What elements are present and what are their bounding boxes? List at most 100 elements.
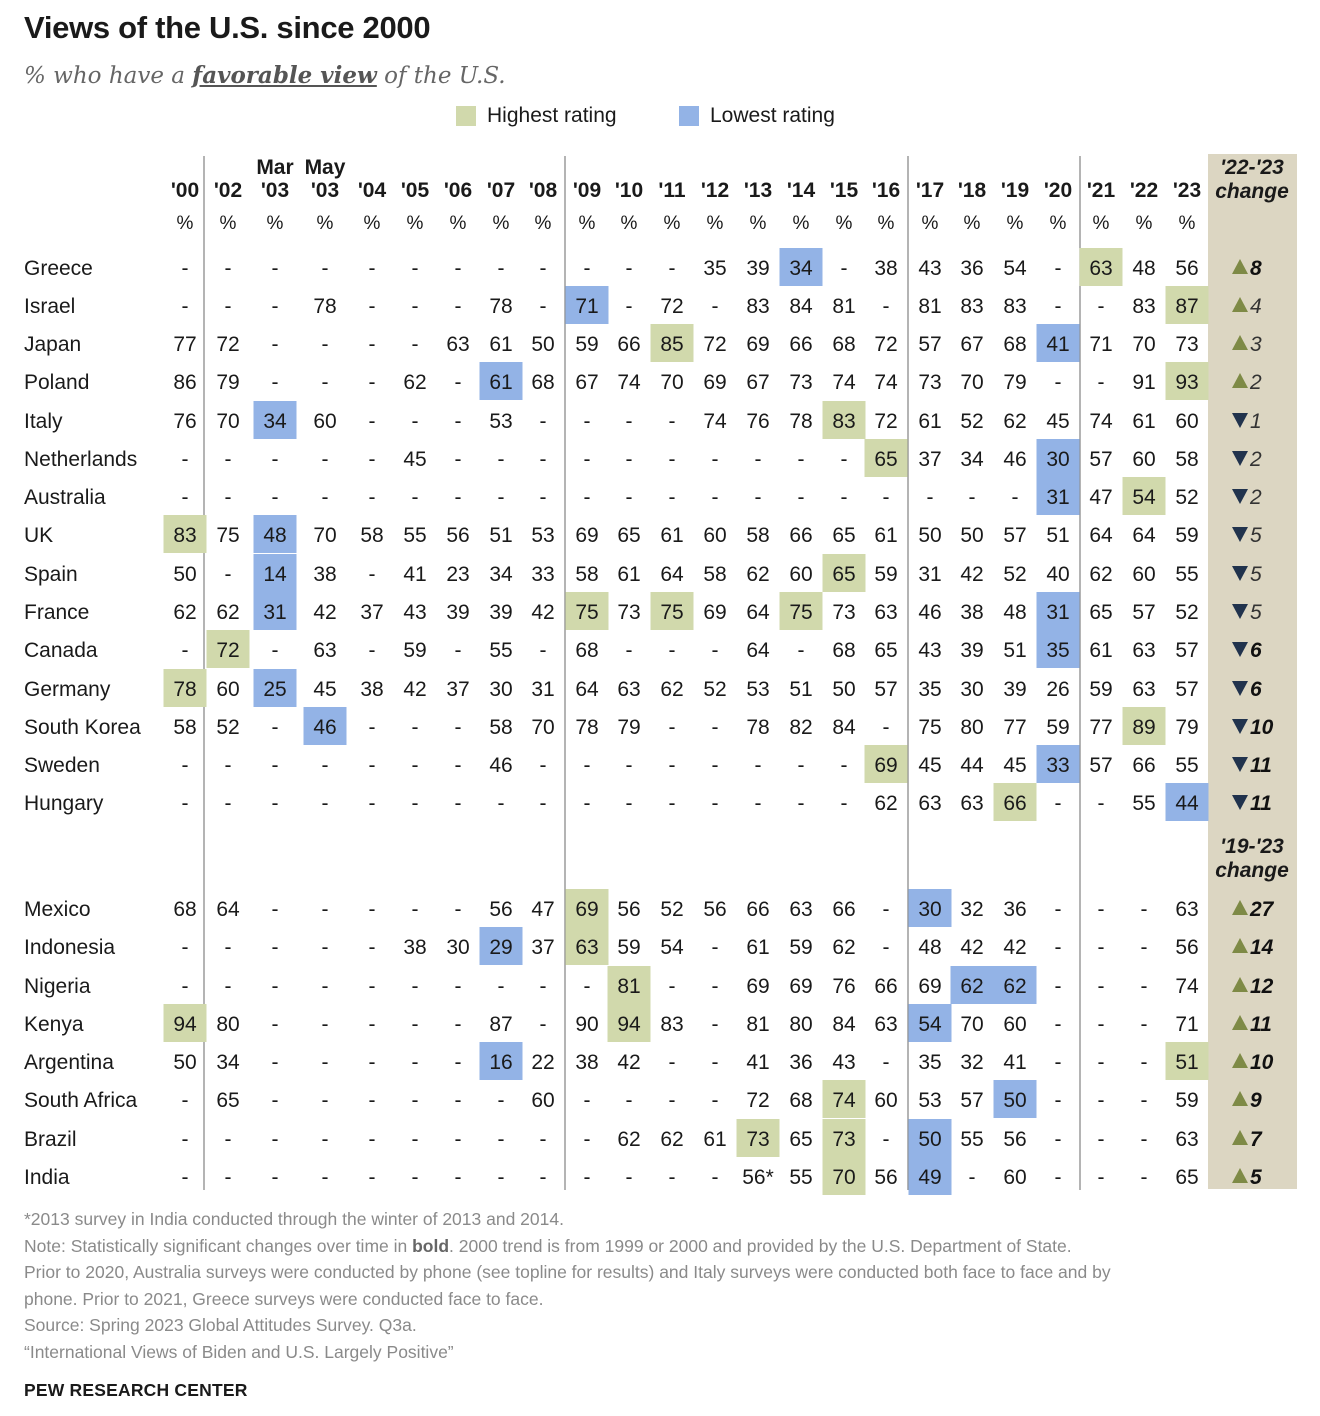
empty-value: -	[455, 639, 462, 662]
data-value: 42	[313, 601, 336, 624]
highlight-cell	[1165, 362, 1209, 400]
data-value: 47	[531, 898, 554, 921]
unit-label: %	[317, 213, 334, 234]
empty-value: -	[455, 295, 462, 318]
empty-value: -	[1055, 371, 1062, 394]
change-value: 6	[1250, 678, 1262, 701]
empty-value: -	[883, 486, 890, 509]
data-value: 63	[313, 639, 336, 662]
footnote-note: Note: Statistically significant changes …	[24, 1233, 1296, 1260]
country-label: Sweden	[24, 754, 100, 777]
empty-value: -	[712, 716, 719, 739]
data-value: 57	[1089, 754, 1112, 777]
data-value: 58	[1175, 448, 1198, 471]
data-value: 66	[789, 524, 812, 547]
empty-value: -	[272, 936, 279, 959]
data-value: 41	[403, 563, 426, 586]
change-up-arrow-icon	[1232, 1053, 1248, 1068]
empty-value: -	[712, 295, 719, 318]
change-up-arrow-icon	[1232, 1168, 1248, 1183]
data-value: 31	[531, 678, 554, 701]
empty-value: -	[969, 486, 976, 509]
empty-value: -	[369, 410, 376, 433]
data-value: 41	[1003, 1051, 1026, 1074]
empty-value: -	[322, 1013, 329, 1036]
data-value: 54	[660, 936, 684, 959]
column-header: '07	[487, 179, 515, 202]
empty-value: -	[626, 410, 633, 433]
data-value: 36	[789, 1051, 812, 1074]
highlight-cell	[565, 592, 609, 630]
empty-value: -	[883, 1051, 890, 1074]
data-value: 65	[789, 1128, 812, 1151]
data-value: 87	[1175, 295, 1198, 318]
change-value: 6	[1250, 639, 1262, 662]
data-value: 62	[1003, 975, 1026, 998]
column-header: '19	[1001, 179, 1029, 202]
data-value: 56	[1003, 1128, 1026, 1151]
data-value: 56*	[742, 1166, 774, 1189]
data-value: 50	[960, 524, 983, 547]
data-value: 48	[263, 524, 286, 547]
highlight-cell	[1165, 286, 1209, 324]
highlight-cell	[779, 592, 823, 630]
empty-value: -	[225, 295, 232, 318]
data-value: 81	[617, 975, 640, 998]
data-value: 23	[446, 563, 469, 586]
empty-value: -	[1141, 936, 1148, 959]
unit-label: %	[836, 213, 853, 234]
highlight-cell	[736, 1119, 780, 1157]
highlight-cell	[163, 669, 207, 707]
data-value: 42	[403, 678, 426, 701]
data-value: 46	[918, 601, 941, 624]
column-header: '16	[872, 179, 900, 202]
empty-value: -	[712, 448, 719, 471]
data-value: 77	[173, 333, 196, 356]
data-value: 78	[489, 295, 512, 318]
empty-value: -	[755, 754, 762, 777]
data-value: 69	[703, 601, 726, 624]
data-value: 61	[1132, 410, 1155, 433]
empty-value: -	[669, 448, 676, 471]
data-value: 74	[617, 371, 641, 394]
empty-value: -	[540, 486, 547, 509]
empty-value: -	[225, 936, 232, 959]
data-value: 60	[216, 678, 239, 701]
empty-value: -	[1098, 936, 1105, 959]
data-value: 63	[1132, 639, 1155, 662]
empty-value: -	[272, 1166, 279, 1189]
legend-highest-label: Highest rating	[487, 104, 617, 127]
empty-value: -	[626, 295, 633, 318]
data-value: 41	[1046, 333, 1069, 356]
data-value: 42	[960, 936, 983, 959]
data-value: 70	[660, 371, 683, 394]
data-value: 76	[746, 410, 769, 433]
data-value: 60	[313, 410, 336, 433]
empty-value: -	[369, 1051, 376, 1074]
empty-value: -	[412, 898, 419, 921]
empty-value: -	[883, 1128, 890, 1151]
empty-value: -	[584, 257, 591, 280]
empty-value: -	[455, 1166, 462, 1189]
data-value: 81	[832, 295, 855, 318]
empty-value: -	[540, 1166, 547, 1189]
data-value: 78	[173, 678, 196, 701]
data-value: 61	[1089, 639, 1112, 662]
highlight-cell	[565, 286, 609, 324]
data-value: 51	[489, 524, 512, 547]
data-value: 39	[746, 257, 769, 280]
data-value: 62	[874, 792, 897, 815]
change-value: 5	[1250, 563, 1262, 586]
empty-value: -	[626, 486, 633, 509]
empty-value: -	[841, 257, 848, 280]
data-value: 73	[746, 1128, 769, 1151]
change-value: 2	[1249, 371, 1262, 394]
data-value: 62	[660, 1128, 683, 1151]
data-value: 62	[1003, 410, 1026, 433]
data-value: 51	[1003, 639, 1026, 662]
data-value: 59	[789, 936, 812, 959]
country-label: Mexico	[24, 898, 91, 921]
data-value: 59	[1175, 1089, 1198, 1112]
column-header: '10	[615, 179, 643, 202]
data-value: 68	[1003, 333, 1026, 356]
